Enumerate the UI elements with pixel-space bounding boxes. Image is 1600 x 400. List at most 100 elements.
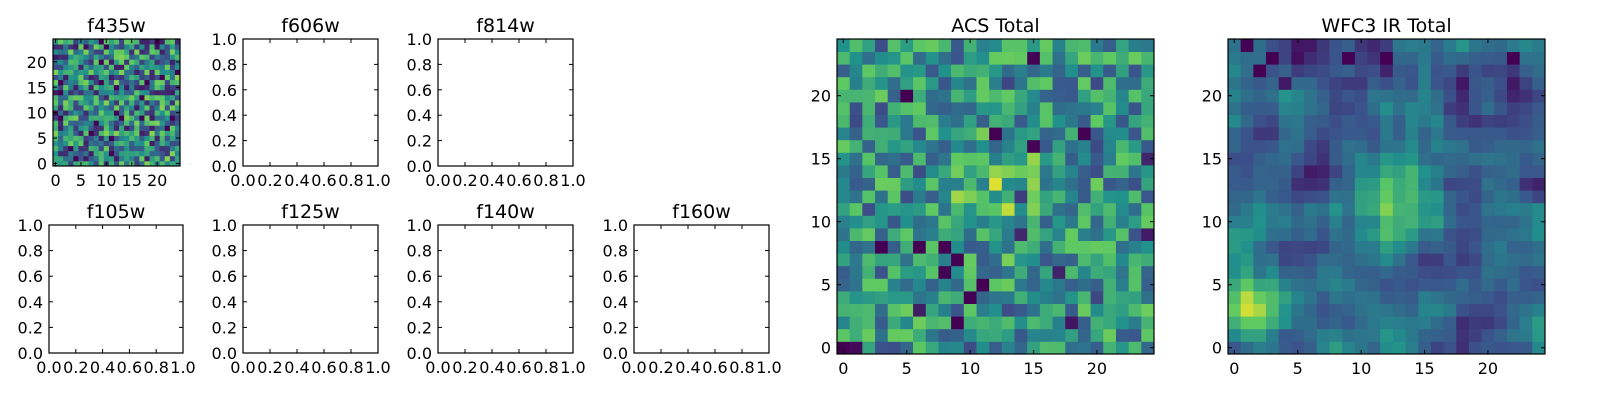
heatmap-cell: [1418, 76, 1432, 90]
heatmap-cell: [862, 165, 876, 178]
heatmap-cell: [900, 341, 914, 355]
heatmap-cell: [1405, 165, 1419, 178]
heatmap-cell: [144, 145, 150, 152]
heatmap-cell: [1090, 114, 1104, 128]
heatmap-cell: [1481, 64, 1495, 78]
heatmap-cell: [1367, 190, 1381, 204]
heatmap-cell: [103, 120, 110, 126]
heatmap-cell: [1380, 89, 1394, 103]
heatmap-cell: [887, 165, 901, 178]
heatmap-cell: [144, 69, 150, 75]
heatmap-cell: [1367, 202, 1381, 216]
heatmap-cell: [68, 54, 74, 60]
heatmap-cell: [113, 99, 120, 106]
heatmap-cell: [1128, 291, 1142, 304]
heatmap-cell: [129, 89, 135, 96]
heatmap-cell: [900, 328, 914, 342]
y-tick-label: 5: [821, 276, 831, 295]
heatmap-cell: [78, 145, 84, 152]
heatmap-cell: [124, 89, 130, 96]
heatmap-cell: [1456, 165, 1470, 178]
heatmap-cell: [108, 39, 115, 45]
heatmap-cell: [58, 125, 64, 131]
heatmap-cell: [925, 240, 939, 254]
heatmap-cell: [1418, 39, 1432, 52]
heatmap-cell: [1456, 328, 1470, 342]
heatmap-cell: [1039, 328, 1053, 342]
heatmap-cell: [1039, 139, 1053, 153]
heatmap-cell: [144, 155, 150, 162]
heatmap-cell: [887, 202, 901, 216]
heatmap-cell: [108, 125, 115, 131]
heatmap-cell: [134, 89, 140, 96]
heatmap-cell: [134, 64, 140, 70]
heatmap-cell: [154, 54, 161, 60]
heatmap-cell: [68, 89, 74, 96]
heatmap-cell: [1468, 316, 1482, 330]
x-tick-label: 0: [50, 171, 60, 190]
heatmap-cell: [849, 228, 863, 241]
heatmap-cell: [139, 94, 145, 101]
heatmap-cell: [98, 115, 105, 121]
heatmap-cell: [1506, 152, 1521, 166]
heatmap-cell: [103, 84, 110, 91]
heatmap-cell: [849, 127, 863, 141]
heatmap-cell: [1014, 177, 1028, 191]
heatmap-cell: [1039, 64, 1053, 78]
heatmap-cell: [1418, 165, 1432, 178]
heatmap-cell: [1430, 265, 1444, 279]
heatmap-cell: [83, 89, 89, 96]
heatmap-cell: [1253, 202, 1267, 216]
heatmap-cell: [1128, 76, 1142, 90]
heatmap-cell: [103, 105, 110, 111]
heatmap-cell: [164, 79, 171, 86]
heatmap-cell: [913, 215, 927, 229]
heatmap-cell: [837, 202, 851, 216]
heatmap-cell: [1115, 39, 1130, 52]
heatmap-cell: [88, 69, 95, 75]
heatmap-cell: [98, 110, 105, 116]
heatmap-cell: [73, 44, 79, 50]
heatmap-cell: [78, 64, 84, 70]
heatmap-cell: [1316, 76, 1330, 90]
heatmap-cell: [68, 39, 74, 45]
heatmap-cell: [139, 115, 145, 121]
heatmap-cell: [1240, 114, 1254, 128]
heatmap-cell: [58, 99, 64, 106]
heatmap-cell: [1103, 303, 1117, 317]
heatmap-cell: [1240, 328, 1254, 342]
heatmap-cell: [113, 160, 120, 167]
heatmap-cell: [149, 79, 155, 86]
heatmap-cell: [1103, 39, 1117, 52]
heatmap-cell: [113, 89, 120, 96]
heatmap-cell: [1291, 127, 1305, 141]
heatmap-cell: [1240, 215, 1254, 229]
heatmap-cell: [900, 278, 914, 292]
heatmap-cell: [174, 94, 181, 101]
heatmap-cell: [144, 84, 150, 91]
heatmap-cell: [88, 160, 95, 167]
y-tick-label: 0.4: [18, 293, 43, 312]
heatmap-cell: [1077, 64, 1091, 78]
heatmap-cell: [108, 79, 115, 86]
heatmap-cell: [849, 278, 863, 292]
heatmap-cell: [963, 76, 977, 90]
heatmap-cell: [1027, 278, 1041, 292]
heatmap-cell: [169, 145, 176, 152]
heatmap-cell: [862, 202, 876, 216]
heatmap-cell: [169, 105, 176, 111]
heatmap-cell: [963, 102, 977, 115]
x-tick-label: 15: [1023, 359, 1043, 378]
heatmap-cell: [174, 130, 181, 136]
heatmap-cell: [1014, 303, 1028, 317]
heatmap-cell: [1052, 102, 1066, 115]
heatmap-cell: [159, 105, 166, 111]
heatmap-cell: [1228, 127, 1242, 141]
heatmap-cell: [98, 130, 105, 136]
heatmap-cell: [154, 44, 161, 50]
heatmap-cell: [1115, 165, 1130, 178]
heatmap-cell: [129, 99, 135, 106]
heatmap-cell: [1115, 303, 1130, 317]
heatmap-cell: [1380, 215, 1394, 229]
heatmap-cell: [1103, 190, 1117, 204]
